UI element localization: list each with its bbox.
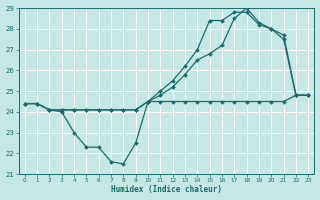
X-axis label: Humidex (Indice chaleur): Humidex (Indice chaleur) [111,185,222,194]
